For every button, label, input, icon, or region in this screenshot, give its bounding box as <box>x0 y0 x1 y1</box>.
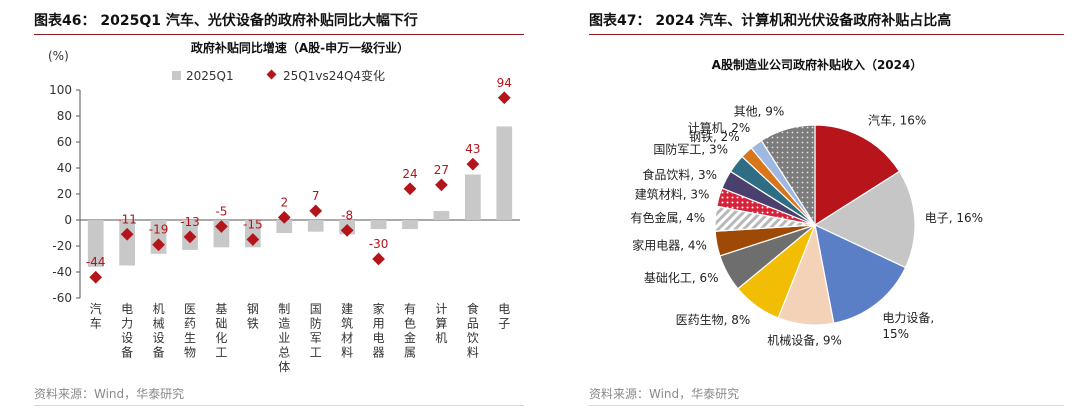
y-tick-label: 100 <box>49 83 72 97</box>
right-title-rule <box>589 34 1064 35</box>
marker-change-vs-24q4 <box>152 238 165 252</box>
marker-data-label: -13 <box>180 215 200 229</box>
y-tick-label: -20 <box>52 239 72 253</box>
pie-slice-label: 家用电器, 4% <box>632 238 707 253</box>
marker-change-vs-24q4 <box>435 178 448 192</box>
right-bottom-rule <box>589 405 1064 406</box>
pie-slice-label: 医药生物, 8% <box>676 313 751 327</box>
left-bottom-rule <box>34 405 524 406</box>
y-tick-label: -60 <box>52 291 72 305</box>
marker-data-label: 43 <box>465 142 480 156</box>
bar-2025q1 <box>307 220 324 232</box>
x-category-label: 家用电器 <box>373 301 385 360</box>
left-title-rule <box>34 34 524 35</box>
bar-2025q1 <box>496 126 513 220</box>
pie-chart: A股制造业公司政府补贴收入（2024） 汽车, 16% 电子, 16% 电力设备, 15… <box>631 57 984 348</box>
marker-change-vs-24q4 <box>215 220 228 233</box>
y-tick-label: -40 <box>52 265 72 279</box>
pie-slice-label: 电力设备, 15% <box>882 311 934 341</box>
legend-marker-label: 25Q1vs24Q4变化 <box>283 68 385 83</box>
y-axis-unit-label: (%) <box>48 49 69 63</box>
x-category-label: 医药生物 <box>184 302 196 360</box>
y-tick-label: 80 <box>57 109 72 123</box>
marker-data-label: -44 <box>86 255 106 269</box>
legend-marker-swatch <box>266 69 277 80</box>
pie-slice-label: 机械设备, 9% <box>767 333 842 348</box>
bar-2025q1 <box>402 220 418 230</box>
x-category-label: 制造业总体 <box>278 302 290 374</box>
x-category-label: 计算机 <box>435 302 447 345</box>
marker-data-label: -19 <box>149 223 169 237</box>
marker-change-vs-24q4 <box>340 224 354 237</box>
bar-chart: 政府补贴同比增速（A股-申万一级行业） (%) 2025Q1 25Q1vs24Q4变化… <box>48 40 520 374</box>
right-figure-title: 图表47： 2024 汽车、计算机和光伏设备政府补贴占比高 <box>589 13 952 29</box>
pie-chart-title: A股制造业公司政府补贴收入（2024） <box>712 57 923 72</box>
left-figure-panel: 图表46： 2025Q1 汽车、光伏设备的政府补贴同比大幅下行 政府补贴同比增速… <box>34 13 524 406</box>
x-category-label: 机械设备 <box>153 302 165 360</box>
pie-slice-label: 有色金属, 4% <box>631 210 706 225</box>
bar-2025q1 <box>276 220 293 233</box>
bar-2025q1 <box>465 174 481 220</box>
marker-data-label: 7 <box>312 189 320 203</box>
x-category-label: 基础化工 <box>215 302 227 360</box>
marker-data-label: -15 <box>243 218 263 232</box>
marker-data-label: -11 <box>117 212 137 226</box>
marker-data-label: -5 <box>215 205 227 219</box>
marker-change-vs-24q4 <box>466 157 480 171</box>
pie-slice-label: 建筑材料, 3% <box>635 186 710 201</box>
pie-slice-label: 计算机, 2% <box>688 120 751 135</box>
pie-slice <box>813 170 916 269</box>
pie-slice <box>814 124 901 227</box>
legend-bar-label: 2025Q1 <box>186 69 234 83</box>
x-category-label: 食品饮料 <box>467 301 479 360</box>
bar-chart-title: 政府补贴同比增速（A股-申万一级行业） <box>191 40 409 55</box>
pie-slice-label: 钢铁, 2% <box>689 130 740 144</box>
pie-slice <box>760 124 816 228</box>
marker-change-vs-24q4 <box>309 204 323 218</box>
bar-2025q1 <box>433 210 450 220</box>
pie-slice-label: 食品饮料, 3% <box>642 167 717 182</box>
x-category-label: 国防军工 <box>310 302 322 360</box>
bar-2025q1 <box>119 220 135 266</box>
bar-2025q1 <box>370 220 387 230</box>
marker-change-vs-24q4 <box>183 230 197 244</box>
marker-change-vs-24q4 <box>89 270 103 284</box>
pie-slice-label: 汽车, 16% <box>868 113 926 128</box>
pie-slice <box>814 223 907 324</box>
marker-change-vs-24q4 <box>246 233 260 246</box>
x-category-label: 有色金属 <box>404 302 416 360</box>
marker-change-vs-24q4 <box>277 211 291 224</box>
pie-slice-label: 国防军工, 3% <box>653 142 728 157</box>
right-source-note: 资料来源：Wind，华泰研究 <box>589 387 740 401</box>
marker-data-label: 27 <box>434 163 449 177</box>
y-tick-label: 20 <box>57 187 72 201</box>
bar-2025q1 <box>87 220 104 267</box>
marker-change-vs-24q4 <box>120 227 134 241</box>
pie-slice-label: 电子, 16% <box>925 211 983 225</box>
x-category-label: 钢铁 <box>247 302 259 331</box>
marker-data-label: -8 <box>341 208 353 222</box>
y-tick-label: 0 <box>64 213 72 227</box>
y-tick-label: 40 <box>57 161 72 175</box>
legend-bar-swatch <box>172 71 181 80</box>
marker-data-label: 24 <box>402 167 417 181</box>
marker-change-vs-24q4 <box>372 252 385 266</box>
pie-slice-label: 基础化工, 6% <box>644 271 719 285</box>
left-source-note: 资料来源：Wind，华泰研究 <box>34 387 185 401</box>
left-figure-title: 图表46： 2025Q1 汽车、光伏设备的政府补贴同比大幅下行 <box>34 13 418 29</box>
x-category-label: 电子 <box>498 302 510 331</box>
marker-data-label: 2 <box>280 195 288 209</box>
pie-slice-label: 其他, 9% <box>734 104 785 118</box>
marker-data-label: -30 <box>369 237 389 251</box>
y-tick-label: 60 <box>57 135 72 149</box>
marker-data-label: 94 <box>497 76 512 90</box>
x-category-label: 汽车 <box>90 301 102 331</box>
right-figure-panel: 图表47： 2024 汽车、计算机和光伏设备政府补贴占比高 A股制造业公司政府补… <box>555 0 1080 420</box>
x-category-label: 建筑材料 <box>341 302 353 360</box>
x-category-label: 电力设备 <box>121 302 133 360</box>
marker-change-vs-24q4 <box>403 182 417 196</box>
marker-change-vs-24q4 <box>497 91 511 105</box>
